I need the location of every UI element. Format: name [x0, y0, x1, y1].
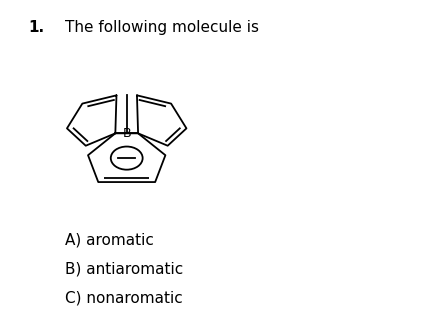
- Text: 1.: 1.: [28, 20, 44, 35]
- Text: B: B: [122, 127, 131, 140]
- Text: A) aromatic: A) aromatic: [66, 233, 154, 248]
- Text: C) nonaromatic: C) nonaromatic: [66, 290, 183, 305]
- Text: B) antiaromatic: B) antiaromatic: [66, 261, 184, 276]
- Text: The following molecule is: The following molecule is: [66, 20, 260, 35]
